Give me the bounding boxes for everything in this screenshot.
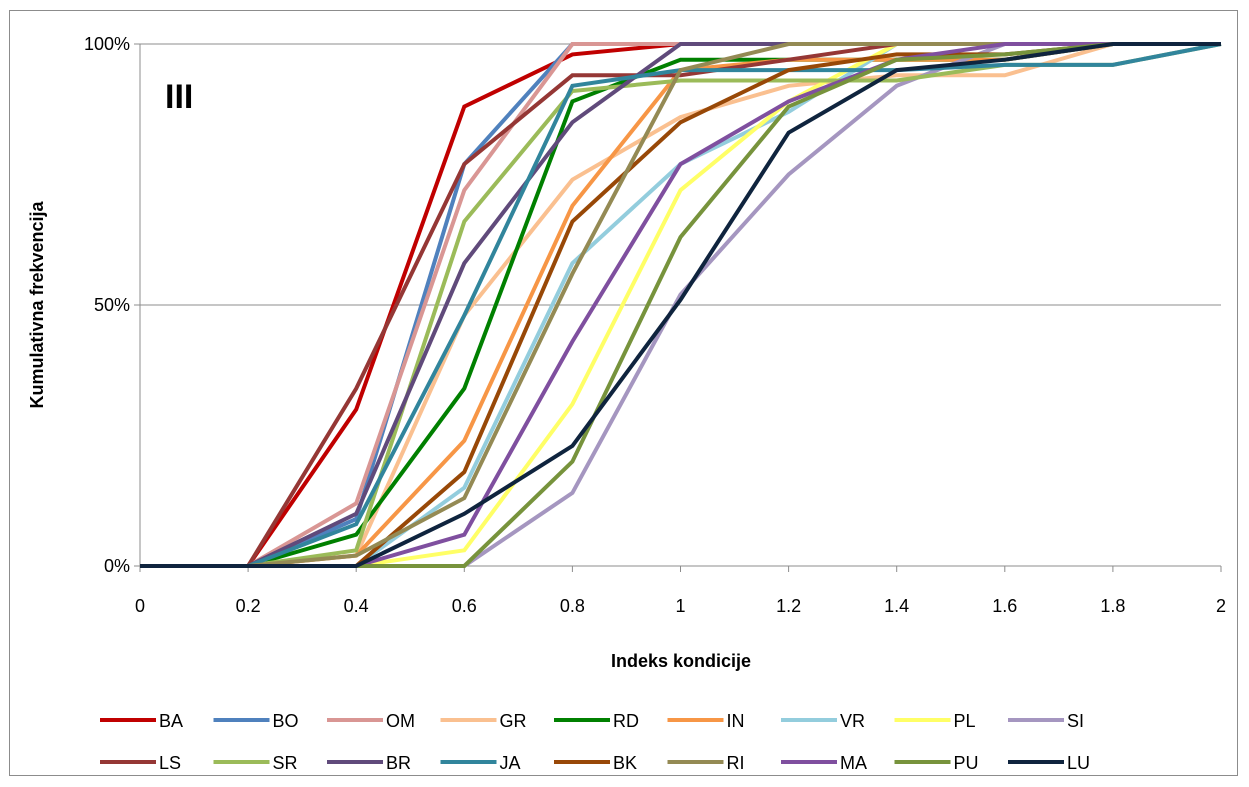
series-lines: [140, 42, 1222, 568]
x-axis-title: Indeks kondicije: [611, 651, 751, 671]
legend-label-ls: LS: [159, 753, 181, 773]
x-tick-label: 0.8: [560, 596, 585, 616]
legend-label-rd: RD: [613, 711, 639, 731]
legend-label-bo: BO: [273, 711, 299, 731]
legend: BA BO OM GR RD IN VR PL SI LS SR BR JA BK RI MA PU LU: [100, 711, 1090, 773]
legend-label-br: BR: [386, 753, 411, 773]
legend-label-si: SI: [1067, 711, 1084, 731]
legend-label-in: IN: [727, 711, 745, 731]
x-tick-label: 0: [135, 596, 145, 616]
chart-frame: [9, 10, 1238, 776]
y-axis-title: Kumulativna frekvencija: [27, 200, 47, 408]
series-line-lu: [140, 42, 1221, 568]
legend-label-ri: RI: [727, 753, 745, 773]
x-tick-label: 0.6: [452, 596, 477, 616]
legend-label-gr: GR: [500, 711, 527, 731]
y-tick-label: 100%: [84, 34, 130, 54]
x-tick-label: 0.2: [236, 596, 261, 616]
tick-labels: 0 0.2 0.4 0.6 0.8 1 1.2 1.4 1.6 1.8 2 0% 50% 100%: [84, 34, 1226, 616]
x-tick-label: 1.6: [992, 596, 1017, 616]
legend-label-vr: VR: [840, 711, 865, 731]
legend-label-lu: LU: [1067, 753, 1090, 773]
x-tick-label: 1.4: [884, 596, 909, 616]
x-tick-label: 2: [1216, 596, 1226, 616]
legend-label-om: OM: [386, 711, 415, 731]
legend-label-ma: MA: [840, 753, 867, 773]
legend-label-ja: JA: [500, 753, 521, 773]
legend-label-pu: PU: [954, 753, 979, 773]
x-tick-label: 1.8: [1100, 596, 1125, 616]
legend-label-sr: SR: [273, 753, 298, 773]
legend-label-ba: BA: [159, 711, 183, 731]
legend-label-bk: BK: [613, 753, 637, 773]
x-tick-label: 0.4: [344, 596, 369, 616]
legend-label-pl: PL: [954, 711, 976, 731]
x-tick-label: 1: [675, 596, 685, 616]
y-tick-label: 0%: [104, 556, 130, 576]
gridlines: [140, 43, 1221, 306]
panel-label: III: [165, 78, 193, 116]
y-tick-label: 50%: [94, 295, 130, 315]
x-tick-label: 1.2: [776, 596, 801, 616]
